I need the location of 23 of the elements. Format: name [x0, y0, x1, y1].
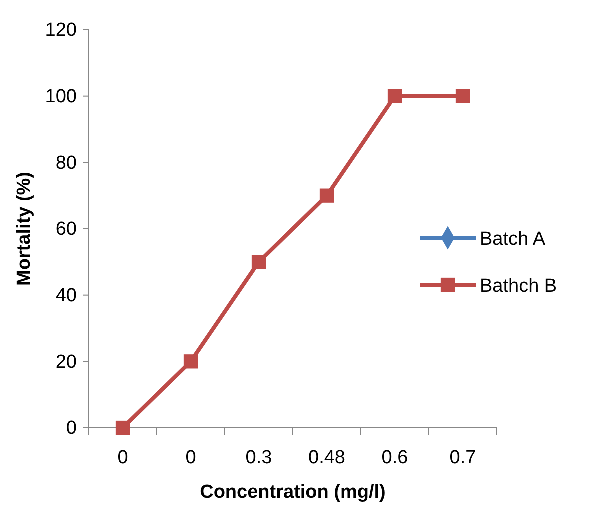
y-tick-label: 100 [45, 86, 77, 108]
y-tick-label: 0 [66, 418, 77, 440]
x-tick-label: 0.48 [308, 447, 346, 468]
legend-label: Batch A [480, 229, 546, 250]
x-tick-label: 0 [118, 447, 128, 468]
point [116, 420, 130, 436]
point [184, 354, 198, 369]
x-tick-label: 0 [186, 447, 196, 468]
y-tick-label: 60 [56, 219, 77, 240]
point [388, 89, 402, 104]
point [320, 188, 334, 203]
y-tick-label: 20 [56, 352, 77, 373]
point [252, 255, 266, 270]
point [456, 89, 470, 104]
y-tick-label: 120 [45, 20, 77, 42]
x-tick-label: 0.6 [382, 447, 408, 468]
x-axis-title: Concentration (mg/l) [200, 482, 386, 503]
x-tick-label: 0.3 [246, 447, 272, 468]
x-tick-label: 0.7 [450, 447, 476, 468]
y-tick-label: 40 [56, 285, 77, 306]
y-axis-title: Mortality (%) [14, 172, 35, 286]
legend-label: Bathch B [480, 276, 558, 297]
y-tick-label: 80 [56, 152, 77, 174]
